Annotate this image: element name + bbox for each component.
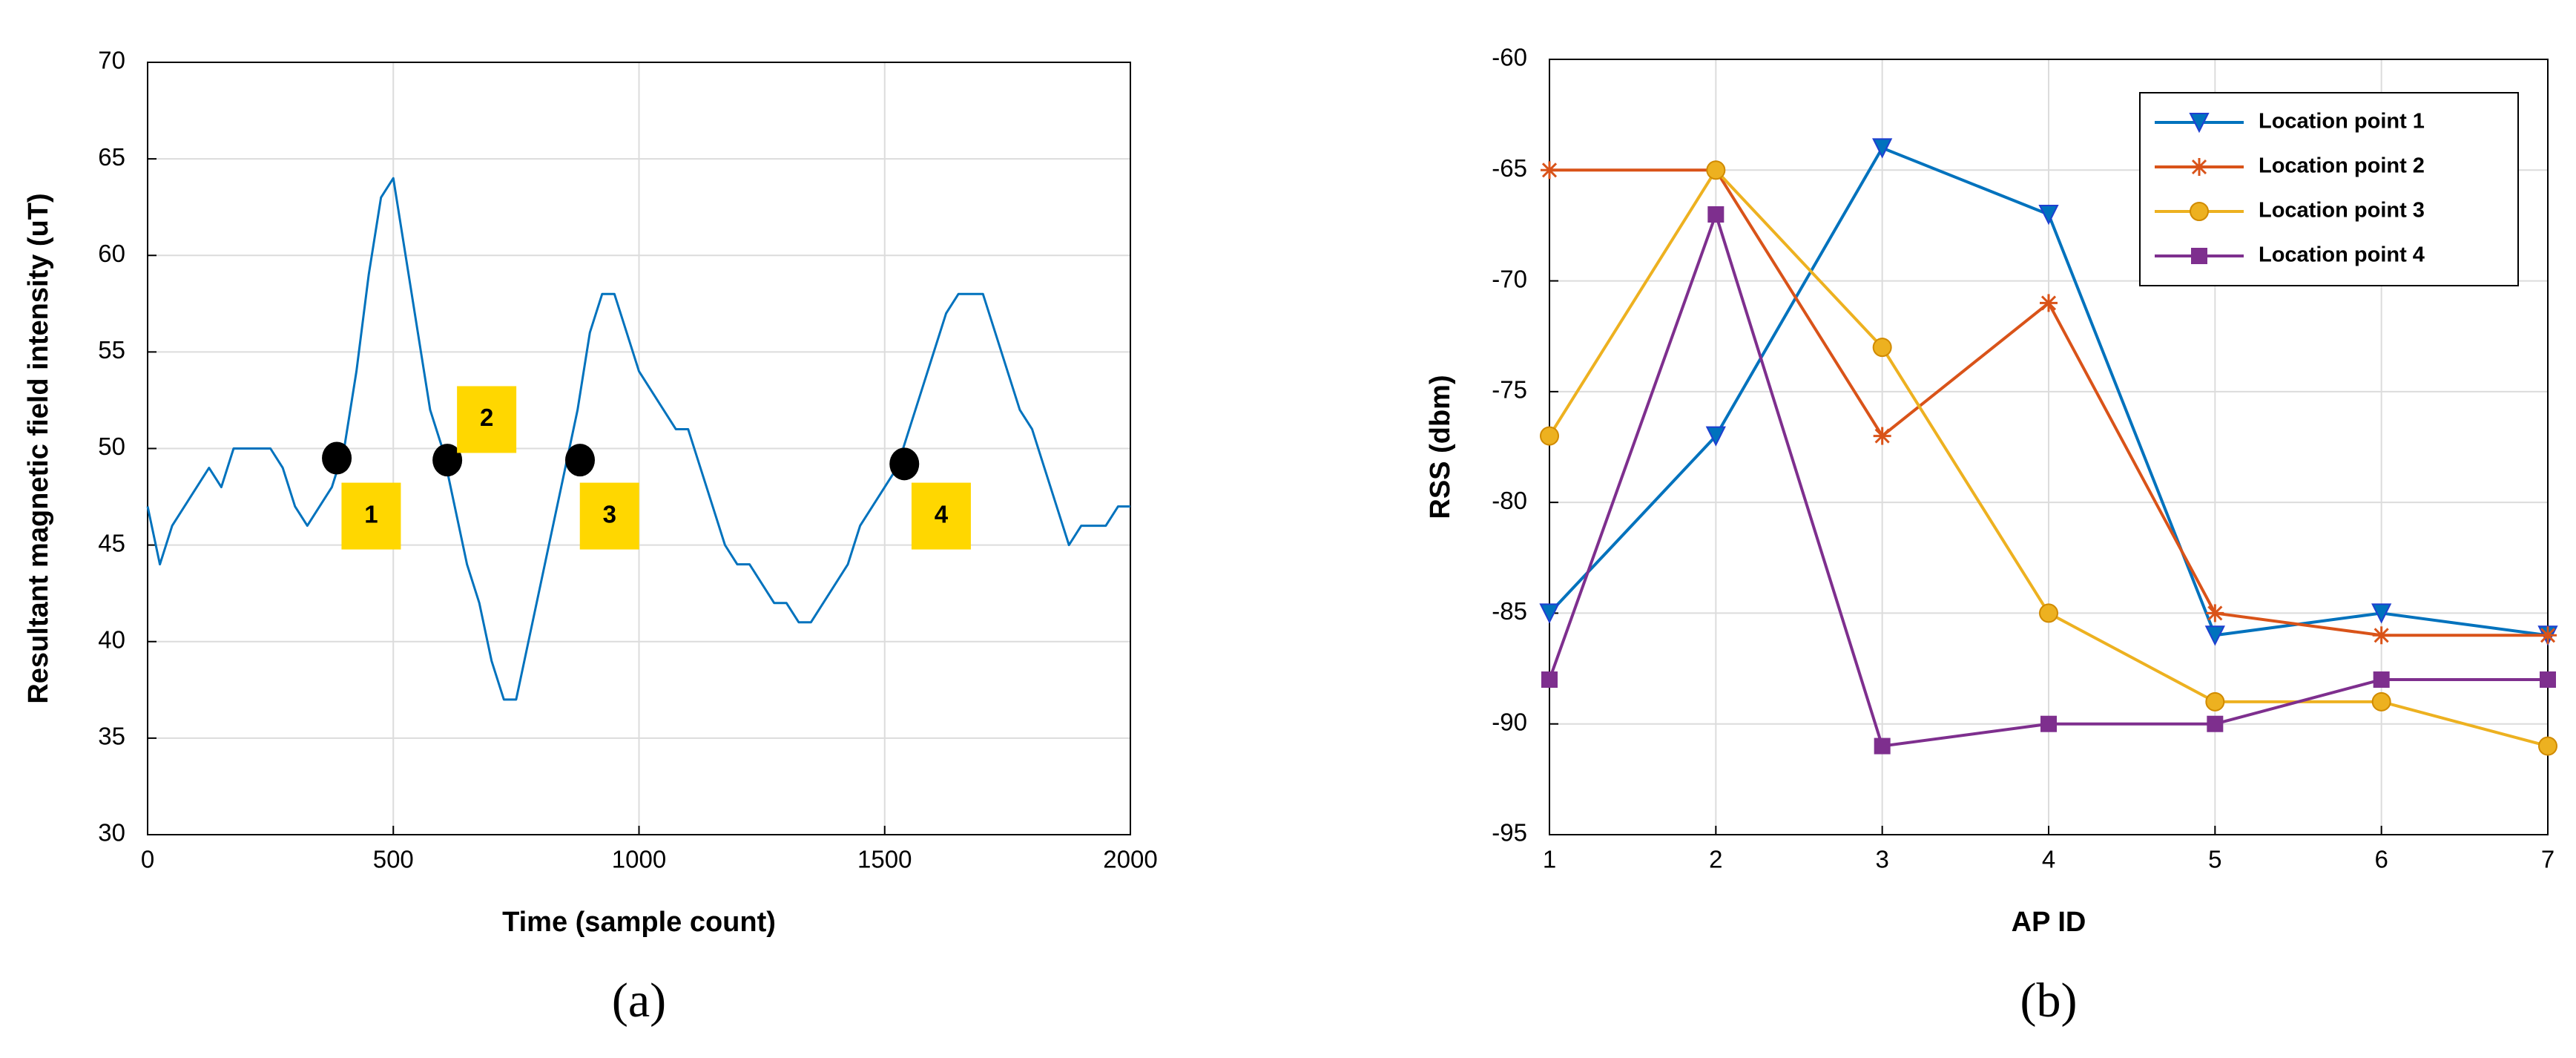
annotation: 3 <box>603 500 616 528</box>
x-tick-label: 2000 <box>1103 846 1157 873</box>
legend-marker <box>2190 202 2209 221</box>
marker-stroke <box>2540 628 2556 643</box>
marker <box>1872 138 1893 159</box>
marker <box>1872 338 1892 358</box>
marker <box>2371 691 2391 712</box>
x-tick-label: 6 <box>2374 846 2388 873</box>
annotation-box <box>341 482 401 550</box>
annotation-box <box>457 386 517 453</box>
y-axis-label: RSS (dbm) <box>1425 375 1456 519</box>
y-tick-label: 65 <box>98 143 125 171</box>
y-tick-label: -80 <box>1492 487 1527 514</box>
y-axis-label: Resultant magnetic field intensity (uT) <box>23 193 54 703</box>
marker-stroke <box>1874 428 1890 444</box>
y-tick-label: 30 <box>98 819 125 847</box>
y-tick-label: -85 <box>1492 597 1527 625</box>
x-tick-label: 3 <box>1875 846 1888 873</box>
y-tick-label: 60 <box>98 240 125 267</box>
legend-label: Location point 2 <box>2259 154 2425 178</box>
y-tick-label: -65 <box>1492 154 1527 182</box>
marker-stroke <box>2374 628 2389 643</box>
event-point <box>889 447 920 481</box>
marker <box>2040 294 2058 312</box>
marker <box>1707 206 1725 223</box>
y-tick-label: 35 <box>98 723 125 750</box>
caption: (a) <box>612 973 666 1028</box>
plot-frame <box>1549 59 2549 835</box>
y-tick-label: -75 <box>1492 376 1527 404</box>
marker <box>1540 426 1559 446</box>
marker <box>1705 426 1726 447</box>
x-tick-label: 1000 <box>612 846 666 873</box>
marker <box>1873 427 1891 445</box>
marker-stroke <box>2040 295 2057 311</box>
marker <box>1539 603 1560 624</box>
x-tick-label: 1500 <box>857 846 912 873</box>
x-tick-label: 2 <box>1709 846 1722 873</box>
marker <box>1706 160 1726 180</box>
legend-marker <box>2190 158 2208 176</box>
marker <box>2371 603 2392 624</box>
marker <box>2206 604 2224 622</box>
marker <box>2204 625 2225 646</box>
x-tick-label: 4 <box>2042 846 2055 873</box>
y-tick-label: 45 <box>98 529 125 556</box>
x-tick-label: 500 <box>373 846 414 873</box>
marker <box>2538 736 2557 756</box>
y-tick-label: 50 <box>98 433 125 460</box>
marker <box>1541 671 1558 688</box>
legend-label: Location point 4 <box>2259 243 2425 267</box>
marker <box>2205 691 2225 712</box>
y-tick-label: -90 <box>1492 708 1527 735</box>
marker <box>1541 161 1558 180</box>
y-tick-label: 40 <box>98 625 125 653</box>
event-point <box>322 441 352 475</box>
y-tick-label: 70 <box>98 47 125 74</box>
x-tick-label: 5 <box>2208 846 2221 873</box>
marker <box>2540 671 2556 688</box>
x-axis-label: AP ID <box>2012 907 2086 938</box>
series-line <box>146 177 1130 701</box>
x-tick-label: 7 <box>2541 846 2554 873</box>
marker <box>2539 626 2557 645</box>
event-point <box>565 444 595 477</box>
legend-marker <box>2189 113 2210 134</box>
marker-stroke <box>2207 605 2223 621</box>
plot-frame <box>147 62 1131 835</box>
legend-marker <box>2191 248 2207 264</box>
marker <box>1874 737 1891 755</box>
event-point <box>432 444 463 477</box>
annotation: 1 <box>364 500 378 528</box>
y-tick-label: -60 <box>1492 44 1527 71</box>
x-axis-label: Time (sample count) <box>502 907 776 938</box>
marker <box>2373 671 2390 688</box>
annotation: 2 <box>480 404 493 431</box>
marker-stroke <box>2191 159 2207 175</box>
annotation: 4 <box>935 500 949 528</box>
legend-label: Location point 3 <box>2259 199 2425 223</box>
marker <box>2372 626 2391 645</box>
annotation-box <box>911 482 971 550</box>
marker <box>2039 603 2058 623</box>
legend-label: Location point 1 <box>2259 110 2425 134</box>
y-tick-label: -70 <box>1492 265 1527 292</box>
marker <box>2038 205 2059 226</box>
y-tick-label: 55 <box>98 336 125 364</box>
marker <box>2207 715 2224 732</box>
annotation-box <box>579 482 639 550</box>
caption: (b) <box>2020 973 2078 1028</box>
marker <box>2040 715 2057 732</box>
x-tick-label: 0 <box>141 846 154 873</box>
y-tick-label: -95 <box>1492 819 1527 847</box>
x-tick-label: 1 <box>1543 846 1556 873</box>
marker-stroke <box>1541 162 1558 178</box>
